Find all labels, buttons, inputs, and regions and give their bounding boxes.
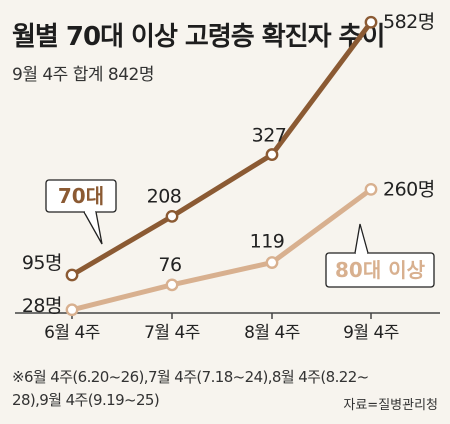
series-line-1: [69, 186, 374, 313]
data-point: [65, 268, 79, 282]
data-label: 260명: [383, 178, 435, 200]
data-point: [364, 182, 378, 196]
data-point: [265, 256, 279, 269]
data-point: [65, 303, 79, 317]
chart-subtitle: 9월 4주 합계 842명: [12, 65, 155, 85]
data-label: 95명: [22, 252, 62, 274]
callout-box: [45, 179, 117, 213]
callout-box: [325, 252, 435, 288]
footnote-line-2: 28),9월 4주(9.19~25): [12, 391, 160, 409]
data-point: [364, 15, 378, 29]
footnote-line-1: ※6월 4주(6.20~26),7월 4주(7.18~24),8월 4주(8.2…: [12, 368, 369, 386]
callout-label: 70대: [58, 184, 104, 208]
data-label: 582명: [383, 11, 435, 33]
callout-pointer: [354, 223, 369, 254]
data-point: [165, 209, 179, 223]
callout-label: 80대 이상: [335, 258, 426, 282]
source-credit: 자료=질병관리청: [343, 398, 438, 413]
callout-1: 80대 이상: [325, 223, 435, 288]
callout-0: 70대: [45, 179, 117, 245]
data-point: [165, 278, 179, 292]
data-label: 119: [250, 231, 285, 253]
footnote: ※6월 4주(6.20~26),7월 4주(7.18~24),8월 4주(8.2…: [12, 366, 442, 412]
data-label: 208: [147, 185, 182, 207]
x-axis-ticks: 6월 4주 7월 4주 8월 4주 9월 4주: [44, 313, 399, 343]
data-point: [265, 148, 279, 161]
series-callouts: 70대 80대 이상: [45, 179, 435, 288]
series-layer: 28명 76 119 260명 95명 208 327 582명: [22, 11, 435, 317]
chart-title: 월별 70대 이상 고령층 확진자 추이: [12, 22, 385, 52]
x-tick-label: 6월 4주: [44, 323, 100, 343]
x-tick-label: 8월 4주: [244, 323, 300, 343]
x-tick-label: 9월 4주: [343, 323, 399, 343]
data-label: 76: [158, 254, 181, 276]
data-label: 327: [252, 125, 287, 147]
callout-pointer: [83, 211, 103, 245]
data-label: 28명: [22, 295, 62, 317]
series-line-0: [69, 19, 374, 278]
x-tick-label: 7월 4주: [144, 323, 200, 343]
